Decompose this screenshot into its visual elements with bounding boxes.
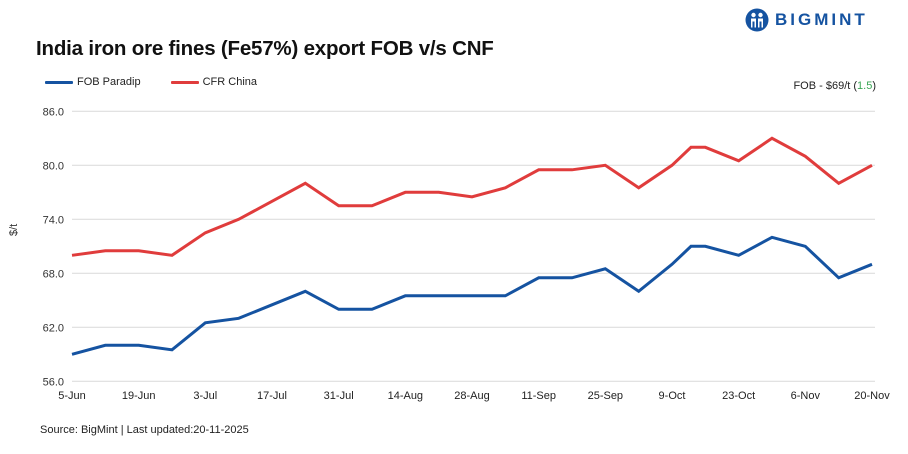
chart-legend: FOB Paradip CFR China [45, 76, 287, 88]
fob-price-annotation: FOB - $69/t (1.5) [793, 80, 876, 92]
x-tick-label: 25-Sep [588, 390, 623, 402]
legend-label-fob: FOB Paradip [77, 76, 141, 88]
x-tick-label: 28-Aug [454, 390, 489, 402]
legend-item-cfr: CFR China [170, 76, 257, 88]
bigmint-logo-icon [745, 8, 769, 32]
y-tick-label: 80.0 [43, 160, 64, 172]
logo-text: BIGMINT [775, 10, 868, 29]
source-note: Source: BigMint | Last updated:20-11-202… [40, 424, 249, 436]
y-tick-label: 62.0 [43, 322, 64, 334]
x-axis-ticks: 5-Jun 19-Jun 3-Jul 17-Jul 31-Jul 14-Aug 28-Aug… [58, 390, 890, 402]
y-tick-label: 74.0 [43, 214, 64, 226]
y-tick-label: 56.0 [43, 376, 64, 388]
annotation-delta: 1.5 [857, 80, 873, 92]
x-tick-label: 23-Oct [722, 390, 755, 402]
x-tick-label: 20-Nov [854, 390, 890, 402]
x-tick-label: 5-Jun [58, 390, 86, 402]
legend-swatch-cfr [170, 80, 199, 84]
x-tick-label: 19-Jun [122, 390, 156, 402]
legend-swatch-fob [45, 80, 73, 84]
x-tick-label: 3-Jul [193, 390, 217, 402]
x-tick-label: 31-Jul [324, 390, 354, 402]
legend-label-cfr: CFR China [202, 76, 257, 88]
annotation-suffix: ) [872, 80, 876, 92]
gridlines [72, 110, 875, 382]
y-tick-label: 68.0 [43, 268, 64, 280]
x-tick-label: 6-Nov [791, 390, 821, 402]
x-tick-label: 9-Oct [659, 390, 686, 402]
legend-item-fob: FOB Paradip [45, 76, 141, 88]
y-tick-label: 86.0 [43, 106, 64, 118]
x-tick-label: 17-Jul [257, 390, 287, 402]
x-tick-label: 14-Aug [388, 390, 423, 402]
y-axis-ticks: 56.0 62.0 68.0 74.0 80.0 86.0 [43, 106, 64, 388]
annotation-prefix: FOB - $69/t ( [793, 80, 858, 92]
cfr-china-line [71, 136, 873, 257]
bigmint-logo: BIGMINT [745, 8, 868, 32]
x-tick-label: 11-Sep [521, 390, 556, 402]
fob-paradip-line [71, 235, 873, 356]
chart-title: India iron ore fines (Fe57%) export FOB … [36, 37, 494, 60]
